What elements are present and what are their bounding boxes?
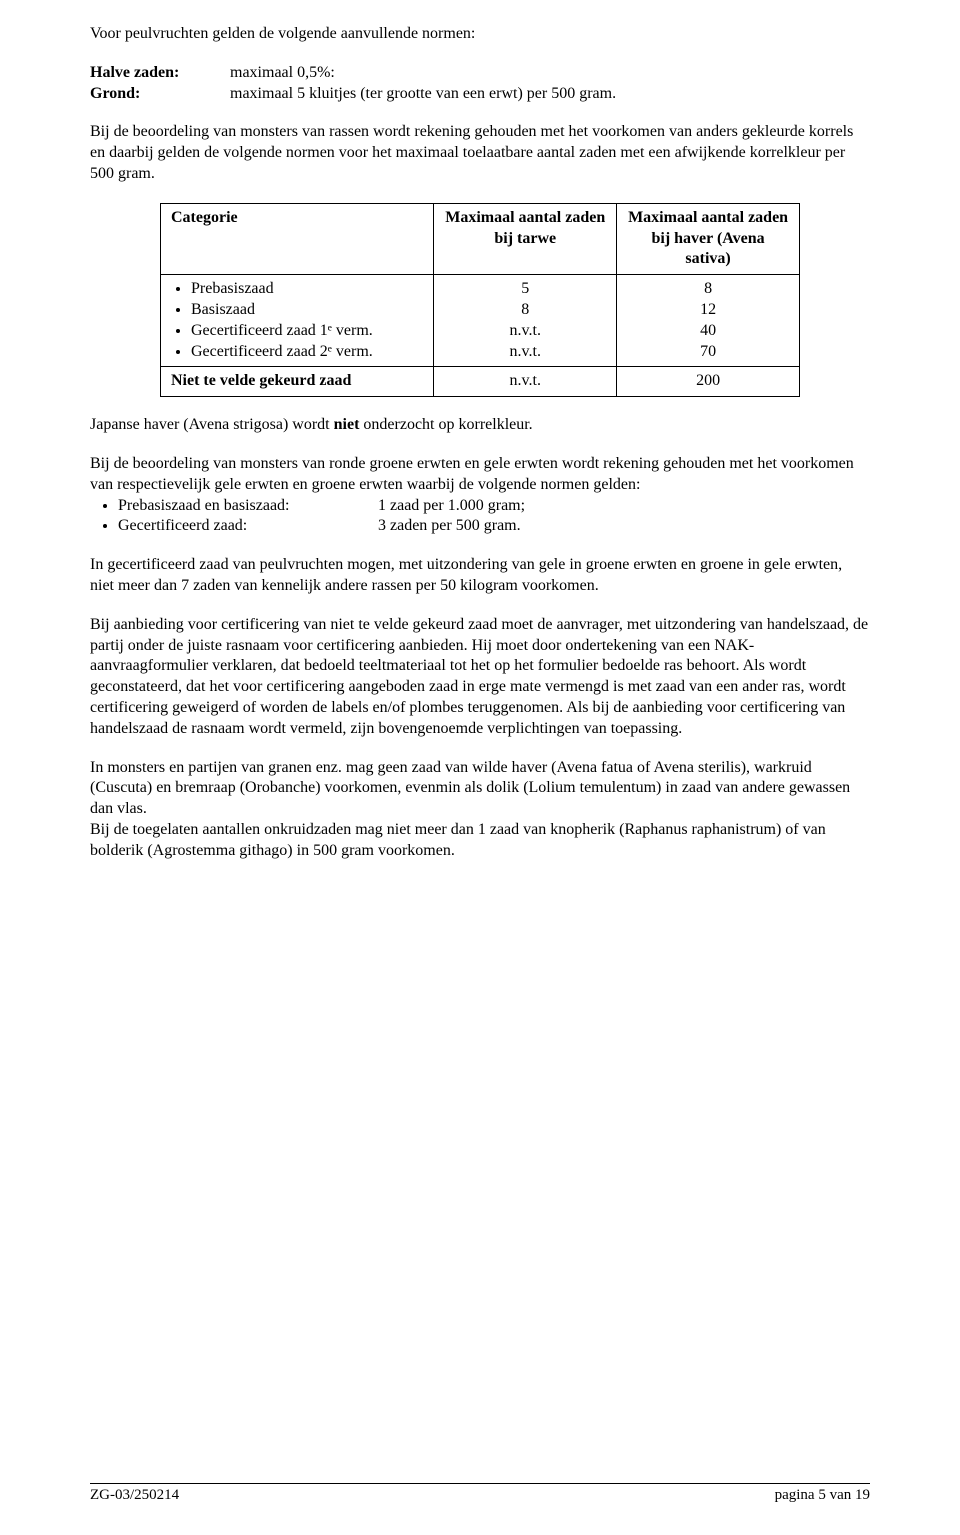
paragraph-toegelaten: Bij de toegelaten aantallen onkruidzaden… (90, 820, 870, 862)
col-tarwe: Maximaal aantal zaden bij tarwe (434, 203, 617, 274)
norm1-left: Prebasiszaad en basiszaad: (118, 496, 378, 517)
page-footer: ZG-03/250214 pagina 5 van 19 (90, 1483, 870, 1506)
paragraph-erwten: Bij de beoordeling van monsters van rond… (90, 454, 870, 496)
halve-zaden-value: maximaal 0,5%: (230, 63, 870, 84)
paragraph-monsters: In monsters en partijen van granen enz. … (90, 758, 870, 820)
cell-last-haver: 200 (617, 367, 800, 397)
cat-gecert1: Gecertificeerd zaad 1ᵉ verm. (191, 321, 423, 342)
cat-gecert2: Gecertificeerd zaad 2ᵉ verm. (191, 342, 423, 363)
tarwe-val4: n.v.t. (444, 342, 606, 363)
cell-last-label: Niet te velde gekeurd zaad (161, 367, 434, 397)
last-label-text: Niet te velde gekeurd zaad (171, 372, 351, 389)
tarwe-val3: n.v.t. (444, 321, 606, 342)
haver-val3: 40 (627, 321, 789, 342)
halve-zaden-label: Halve zaden: (90, 63, 230, 84)
norm-list: Prebasiszaad en basiszaad: 1 zaad per 1.… (90, 496, 870, 538)
norm-item-1: Prebasiszaad en basiszaad: 1 zaad per 1.… (118, 496, 870, 517)
tarwe-val1: 5 (444, 279, 606, 300)
norm-item-2: Gecertificeerd zaad: 3 zaden per 500 gra… (118, 516, 870, 537)
japanse-prefix: Japanse haver (Avena strigosa) wordt (90, 416, 334, 433)
zaden-table: Categorie Maximaal aantal zaden bij tarw… (160, 203, 800, 397)
col-categorie: Categorie (161, 203, 434, 274)
cat-prebasiszaad: Prebasiszaad (191, 279, 423, 300)
cat-basiszaad: Basiszaad (191, 300, 423, 321)
definition-row-grond: Grond: maximaal 5 kluitjes (ter grootte … (90, 84, 870, 105)
document-page: Voor peulvruchten gelden de volgende aan… (0, 0, 960, 1535)
grond-label: Grond: (90, 84, 230, 105)
cell-categories: Prebasiszaad Basiszaad Gecertificeerd za… (161, 275, 434, 367)
norm1-right: 1 zaad per 1.000 gram; (378, 496, 870, 517)
grond-value: maximaal 5 kluitjes (ter grootte van een… (230, 84, 870, 105)
haver-val2: 12 (627, 300, 789, 321)
paragraph-gecertificeerd: In gecertificeerd zaad van peulvruchten … (90, 555, 870, 597)
japanse-suffix: onderzocht op korrelkleur. (359, 416, 532, 433)
cell-tarwe-values: 5 8 n.v.t. n.v.t. (434, 275, 617, 367)
japanse-bold: niet (334, 416, 360, 433)
norm2-right: 3 zaden per 500 gram. (378, 516, 870, 537)
intro-text: Voor peulvruchten gelden de volgende aan… (90, 24, 870, 45)
tarwe-val2: 8 (444, 300, 606, 321)
norm2-left: Gecertificeerd zaad: (118, 516, 378, 537)
footer-left: ZG-03/250214 (90, 1486, 179, 1506)
cell-haver-values: 8 12 40 70 (617, 275, 800, 367)
footer-right: pagina 5 van 19 (775, 1486, 870, 1506)
haver-val4: 70 (627, 342, 789, 363)
col-haver: Maximaal aantal zaden bij haver (Avena s… (617, 203, 800, 274)
paragraph-aanbieding: Bij aanbieding voor certificering van ni… (90, 615, 870, 740)
haver-val1: 8 (627, 279, 789, 300)
cell-last-tarwe: n.v.t. (434, 367, 617, 397)
definition-row-halve-zaden: Halve zaden: maximaal 0,5%: (90, 63, 870, 84)
paragraph-japanse: Japanse haver (Avena strigosa) wordt nie… (90, 415, 870, 436)
paragraph-beoordeling: Bij de beoordeling van monsters van rass… (90, 122, 870, 184)
